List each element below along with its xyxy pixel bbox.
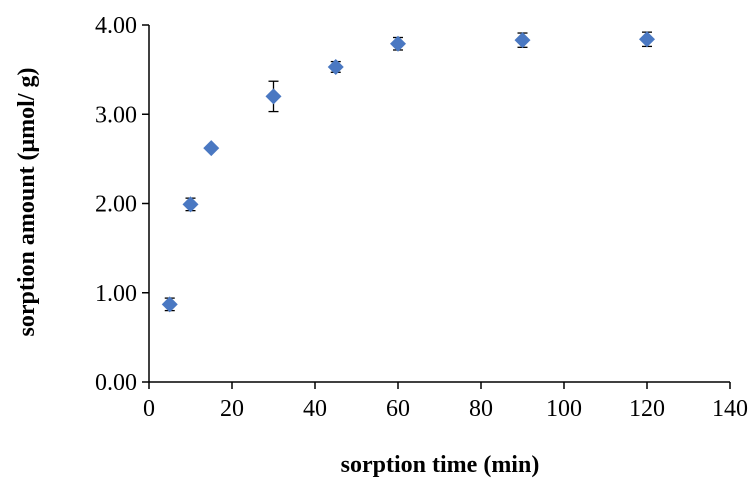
y-tick-labels: 0.00 1.00 2.00 3.00 4.00 [95,13,137,396]
y-axis-title: sorption amount (μmol/ g) [14,68,40,337]
x-axis [148,381,731,389]
data-point [514,32,531,49]
x-tick-label: 80 [469,396,493,422]
x-axis-title: sorption time (min) [341,452,540,478]
y-tick-label: 1.00 [95,281,137,307]
y-tick-label: 4.00 [95,13,137,39]
x-tick-label: 60 [386,396,410,422]
x-tick-label: 20 [220,396,244,422]
y-tick-label: 3.00 [95,102,137,128]
x-tick-label: 40 [303,396,327,422]
data-point [161,296,178,313]
error-bars [164,31,652,312]
x-tick-label: 140 [712,396,748,422]
x-tick-label: 0 [143,396,155,422]
y-tick-label: 2.00 [95,192,137,218]
x-tick-label: 120 [629,396,665,422]
y-tick-label: 0.00 [95,370,137,396]
x-tick-labels: 0 20 40 60 80 100 120 140 [143,396,748,422]
data-point [182,196,199,213]
x-tick-label: 100 [546,396,582,422]
data-point [639,31,655,48]
data-point [327,58,344,75]
data-point [390,35,406,52]
data-point [203,140,220,157]
data-points [161,31,655,313]
y-axis [142,24,150,383]
data-point [265,88,282,105]
